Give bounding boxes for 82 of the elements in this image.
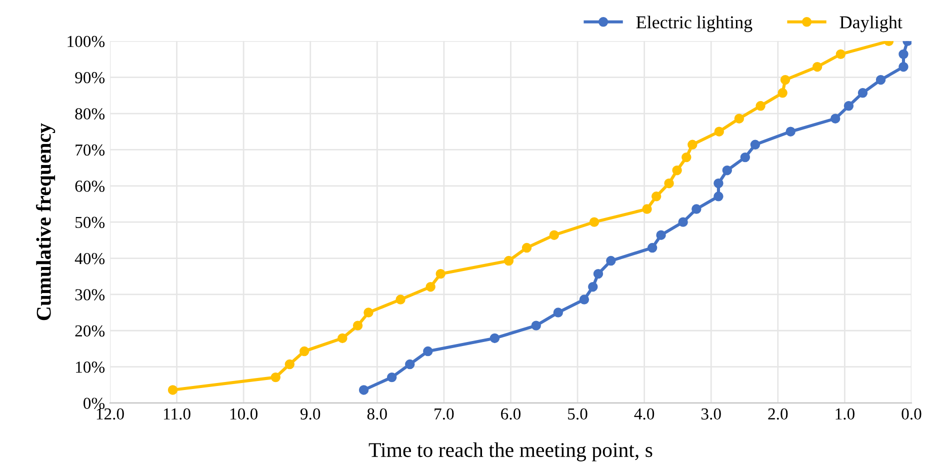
x-axis-title: Time to reach the meeting point, s (368, 442, 652, 462)
x-tick-label: 0.0 (902, 408, 922, 420)
point (352, 320, 363, 330)
x-tick-label: 3.0 (701, 408, 721, 420)
x-tick-label: 8.0 (367, 408, 387, 420)
x-tick-label: 10.0 (230, 408, 258, 420)
point (778, 88, 788, 98)
y-tick-label: 0% (84, 398, 105, 409)
point (714, 126, 724, 136)
y-tick-label: 80% (75, 108, 105, 120)
y-tick-label: 90% (75, 72, 105, 84)
point (386, 372, 397, 382)
point (405, 359, 415, 370)
point (812, 62, 822, 72)
point (734, 114, 744, 124)
point (423, 346, 433, 356)
point (688, 140, 698, 150)
point (656, 230, 666, 240)
point (714, 178, 724, 188)
y-tick-label: 70% (76, 144, 105, 156)
point (756, 101, 766, 111)
y-tick-label: 20% (75, 325, 105, 337)
point (647, 242, 658, 253)
point (553, 308, 564, 318)
legend-label: Electric lighting (636, 16, 752, 32)
x-tick-label: 4.0 (634, 408, 654, 420)
point (672, 165, 682, 176)
x-tick-label: 1.0 (836, 408, 854, 420)
point (589, 217, 600, 227)
point (651, 192, 662, 202)
x-tick-label: 2.0 (768, 408, 788, 420)
x-tick-label: 5.0 (568, 408, 588, 420)
point (168, 385, 178, 395)
point (830, 114, 840, 124)
point (858, 88, 868, 98)
point (593, 268, 604, 279)
y-tick-label: 30% (75, 289, 105, 300)
legend-label: Daylight (840, 16, 902, 32)
y-tick-label: 100% (68, 36, 105, 48)
point (396, 294, 406, 304)
point (780, 75, 790, 85)
x-tick-label: 7.0 (434, 408, 454, 420)
point (358, 385, 369, 395)
y-tick-label: 40% (74, 252, 105, 264)
point (664, 178, 674, 188)
point (490, 333, 500, 344)
point (898, 62, 908, 72)
point (531, 320, 541, 330)
point (522, 242, 532, 253)
y-tick-label: 10% (76, 362, 105, 373)
point (898, 49, 908, 60)
y-axis-title: Cumulative frequency (36, 123, 56, 320)
x-tick-label: 12.0 (96, 408, 124, 420)
x-tick-label: 9.0 (300, 408, 320, 420)
point (844, 101, 854, 111)
y-tick-label: 50% (76, 216, 105, 228)
point (284, 359, 295, 370)
point (678, 217, 688, 227)
point (740, 152, 750, 162)
point (642, 204, 652, 214)
y-tick-label: 60% (75, 180, 105, 192)
point (682, 152, 692, 162)
point (270, 372, 280, 382)
point (299, 346, 310, 356)
point (338, 333, 348, 344)
point (549, 230, 560, 240)
point (692, 204, 702, 214)
point (364, 308, 374, 318)
point (786, 126, 796, 136)
point (750, 140, 760, 150)
point (588, 282, 598, 292)
point (579, 294, 590, 304)
point (504, 256, 514, 266)
x-tick-label: 11.0 (164, 408, 190, 420)
point (714, 192, 724, 202)
point (722, 165, 732, 176)
point (426, 282, 436, 292)
x-tick-label: 6.0 (501, 408, 521, 420)
point (606, 256, 616, 266)
point (876, 75, 886, 85)
point (436, 268, 446, 279)
point (836, 49, 846, 60)
